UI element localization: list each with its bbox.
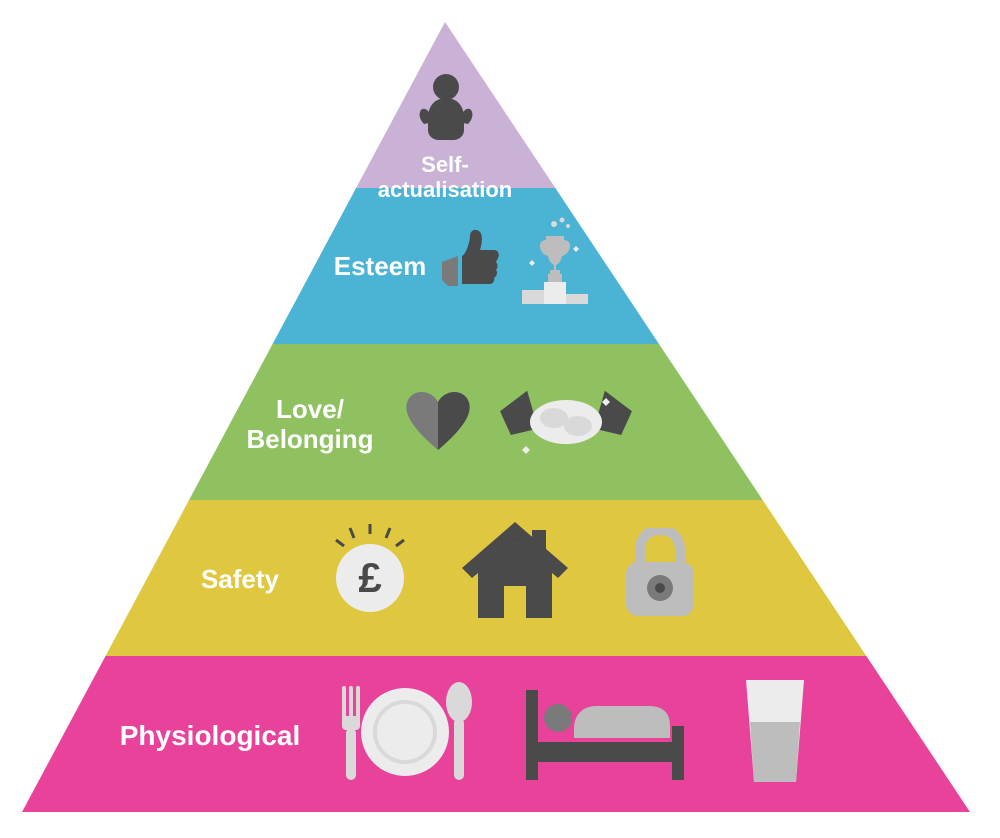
svg-text:£: £ <box>358 554 381 601</box>
thumbs-up-icon <box>440 228 504 292</box>
pyramid-diagram: Self- actualisation Esteem Love/ Belongi… <box>0 0 1000 838</box>
label-love-belonging: Love/ Belonging <box>246 395 373 455</box>
handshake-icon <box>496 378 636 468</box>
label-esteem: Esteem <box>334 252 427 282</box>
glass-icon <box>740 678 810 788</box>
bed-icon <box>520 680 690 790</box>
house-icon <box>460 522 570 622</box>
person-icon <box>418 74 474 140</box>
trophy-icon <box>512 216 608 312</box>
label-self-actualisation: Self- actualisation <box>378 152 512 203</box>
heart-icon <box>400 388 476 458</box>
label-safety: Safety <box>201 565 279 595</box>
label-physiological: Physiological <box>120 720 301 752</box>
utensils-icon <box>330 672 480 792</box>
padlock-icon <box>618 528 702 620</box>
pound-coin-icon: £ <box>320 520 420 620</box>
